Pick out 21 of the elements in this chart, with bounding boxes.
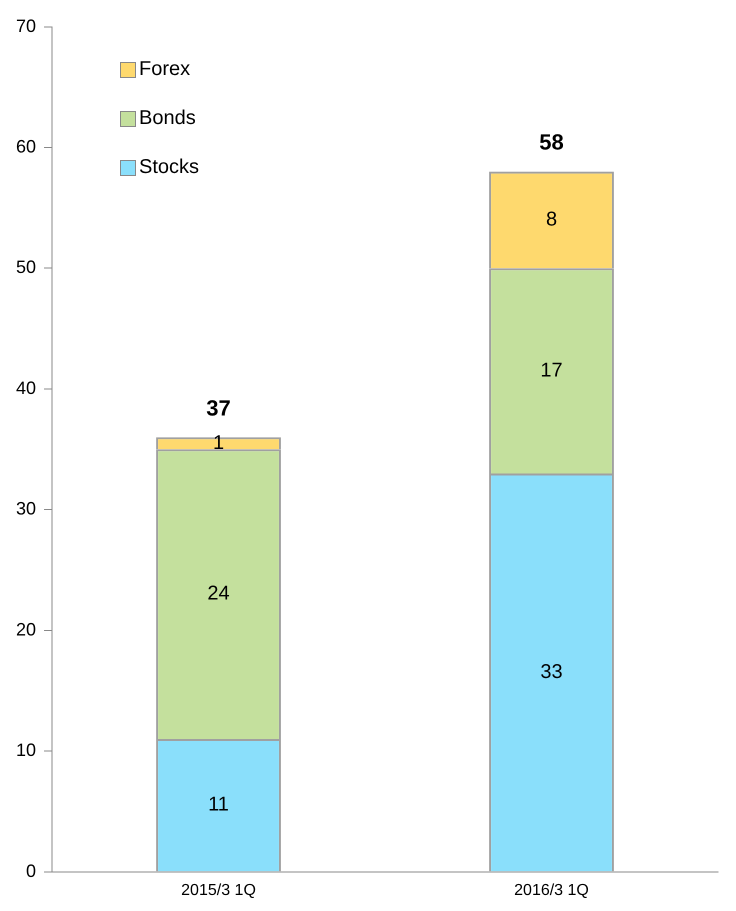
legend-label: Forex [139,58,190,81]
data-label: 1 [212,432,224,454]
data-label: 17 [540,359,563,382]
data-label: 33 [540,660,563,683]
y-tick-label: 10 [16,740,36,760]
x-tick-label: 2015/3 1Q [181,882,256,899]
y-tick-label: 70 [16,16,36,36]
data-label: 8 [546,208,558,230]
total-label: 58 [539,130,564,155]
legend-label: Bonds [139,107,196,130]
data-label: 11 [208,794,229,816]
y-tick-label: 60 [16,136,36,156]
y-tick-label: 20 [16,619,36,640]
y-tick-label: 50 [16,257,36,278]
data-label: 24 [207,582,230,605]
y-tick-label: 0 [26,860,36,881]
total-label: 37 [206,395,231,420]
legend-label: Stocks [139,156,200,179]
x-tick-label: 2016/3 1Q [514,882,589,899]
y-tick-label: 30 [16,498,36,519]
y-tick-label: 40 [16,378,36,398]
